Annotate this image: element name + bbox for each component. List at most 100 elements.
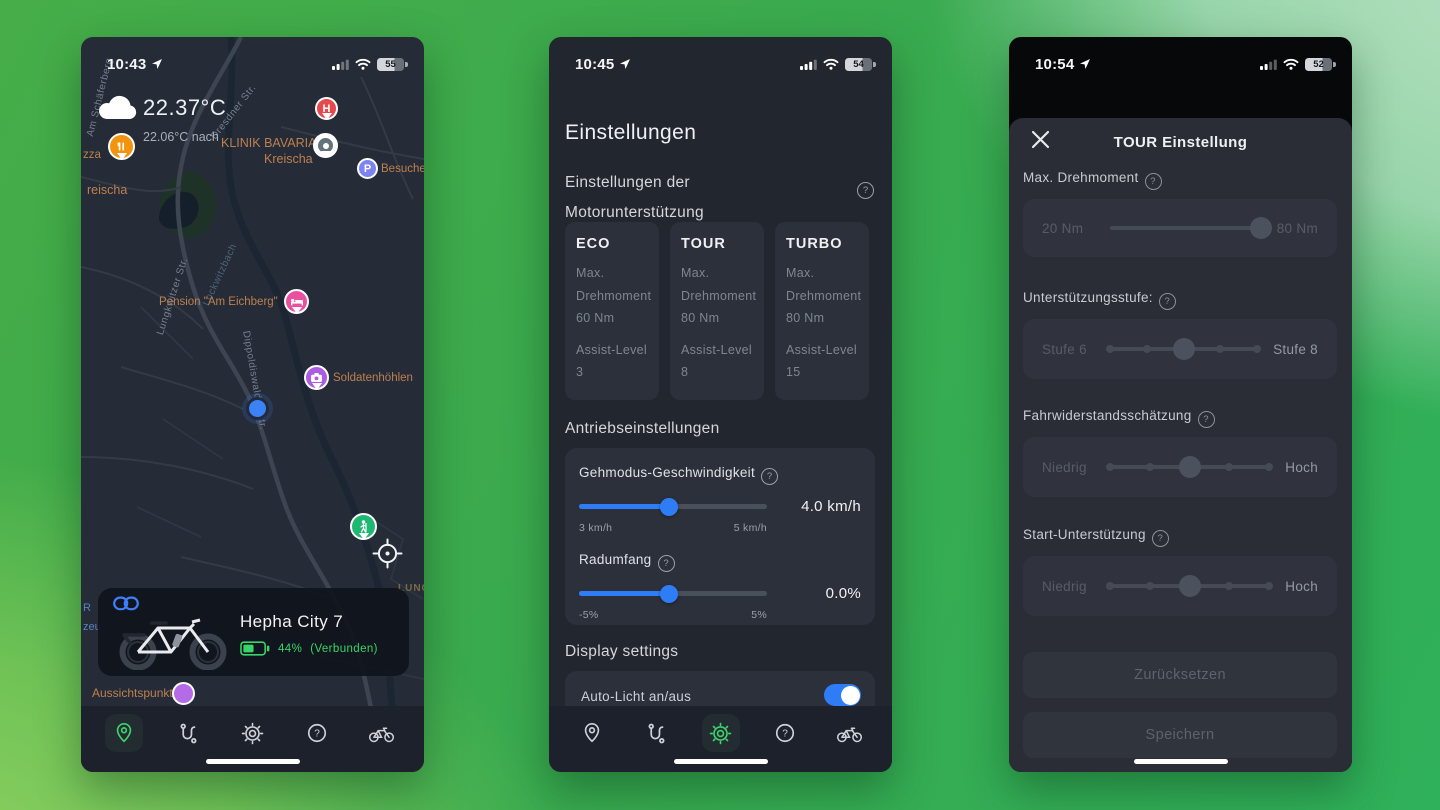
resistance-slider-card: Niedrig Hoch [1023, 437, 1337, 497]
resistance-min-label: Niedrig [1042, 459, 1087, 475]
torque-slider[interactable] [1110, 217, 1272, 239]
nav-bike-tab[interactable] [362, 714, 400, 752]
start-assist-slider[interactable] [1106, 575, 1274, 597]
signal-icon [332, 59, 349, 70]
close-icon [1031, 130, 1050, 149]
location-arrow-icon [1080, 59, 1091, 69]
home-indicator[interactable] [673, 759, 768, 764]
nav-bike-tab[interactable] [830, 714, 868, 752]
forecast-temperature: 22.06°C nach [143, 130, 219, 144]
viewpoint-marker[interactable] [172, 682, 195, 705]
nav-routes-tab[interactable] [637, 714, 675, 752]
clock: 10:43 [107, 55, 147, 73]
wifi-icon [355, 58, 371, 70]
start-assist-slider-card: Niedrig Hoch [1023, 556, 1337, 616]
hiking-marker[interactable] [350, 513, 377, 540]
poi-label-fragment: R [83, 602, 91, 614]
resistance-slider[interactable] [1106, 456, 1274, 478]
phone-settings-screen: 10:45 54 Einstellungen Einstellungen der… [549, 37, 892, 772]
svg-text:?: ? [782, 729, 788, 740]
torque-slider-thumb[interactable] [1249, 217, 1272, 239]
user-location-dot [246, 397, 269, 420]
mode-card-eco[interactable]: ECO Max. Drehmoment 60 Nm Assist-Level 3 [565, 222, 659, 400]
bike-card[interactable]: Hepha City 7 44% (Verbunden) [98, 588, 409, 676]
nav-routes-tab[interactable] [169, 714, 207, 752]
nav-help-tab[interactable]: ? [766, 714, 804, 752]
tour-settings-sheet: TOUR Einstellung Max. Drehmoment 20 Nm 8… [1009, 118, 1352, 772]
start-assist-min-label: Niedrig [1042, 578, 1087, 594]
gear-icon [241, 722, 264, 744]
assist-level-slider[interactable] [1106, 338, 1262, 360]
clinic-marker[interactable] [313, 133, 338, 158]
locate-button[interactable] [372, 538, 403, 574]
drive-section-title: Antriebseinstellungen [565, 420, 720, 437]
walk-speed-slider[interactable] [579, 497, 767, 516]
nav-help-tab[interactable]: ? [298, 714, 336, 752]
walk-mode-help-icon[interactable] [761, 468, 779, 485]
reset-button[interactable]: Zurücksetzen [1023, 652, 1337, 698]
lodging-marker[interactable] [284, 289, 309, 314]
torque-help-icon[interactable] [1144, 173, 1162, 190]
signal-icon [800, 59, 817, 70]
start-assist-help-icon[interactable] [1151, 530, 1169, 547]
mode-card-turbo[interactable]: TURBO Max. Drehmoment 80 Nm Assist-Level 15 [775, 222, 869, 400]
nav-map-tab[interactable] [105, 714, 143, 752]
status-bar: 10:45 54 [549, 37, 892, 79]
drive-mode-cards: ECO Max. Drehmoment 60 Nm Assist-Level 3 TO… [565, 222, 869, 400]
assist-level-label: Unterstützungsstufe: [1023, 290, 1153, 305]
wheel-size-help-icon[interactable] [657, 555, 675, 572]
mode-name: TOUR [681, 236, 726, 252]
wheel-size-slider[interactable] [579, 584, 767, 603]
wheel-size-max: 5% [751, 609, 767, 621]
weather-widget: 22.37°C 22.06°C nach [97, 93, 226, 144]
save-button[interactable]: Speichern [1023, 712, 1337, 758]
assist-level-help-icon[interactable] [1158, 293, 1176, 310]
bike-icon [368, 727, 394, 742]
help-icon: ? [775, 723, 794, 743]
bike-battery-icon [240, 641, 270, 656]
hospital-marker-letter: H [322, 102, 331, 115]
display-settings-card: Auto-Licht an/aus [565, 671, 875, 706]
home-indicator[interactable] [1133, 759, 1228, 764]
wheel-size-label: Radumfang [579, 552, 652, 567]
attraction-marker[interactable] [304, 365, 329, 390]
start-assist-slider-thumb[interactable] [1178, 575, 1201, 597]
torque-slider-card: 20 Nm 80 Nm [1023, 199, 1337, 257]
motor-section-help-icon[interactable] [857, 182, 874, 199]
bike-image [119, 618, 227, 670]
resistance-help-icon[interactable] [1197, 411, 1215, 428]
hospital-marker[interactable]: H [315, 97, 338, 120]
battery-icon: 54 [845, 57, 876, 71]
walk-speed-slider-thumb[interactable] [660, 497, 679, 516]
link-icon [113, 596, 139, 611]
resistance-slider-thumb[interactable] [1178, 456, 1201, 478]
auto-light-label: Auto-Licht an/aus [581, 689, 692, 704]
current-temperature: 22.37°C [143, 95, 227, 120]
mode-card-tour[interactable]: TOUR Max. Drehmoment 80 Nm Assist-Level 8 [670, 222, 764, 400]
parking-marker[interactable]: P [357, 158, 378, 179]
restaurant-marker[interactable] [108, 133, 135, 160]
bottom-navigation: ? [549, 706, 892, 772]
poi-label-soldatenhoehlen: Soldatenhöhlen [333, 372, 413, 384]
status-bar: 10:54 52 [1009, 37, 1352, 79]
torque-label: Max. Drehmoment [1023, 170, 1139, 185]
close-button[interactable] [1031, 130, 1050, 154]
auto-light-toggle[interactable] [824, 684, 861, 706]
home-indicator[interactable] [205, 759, 300, 764]
route-icon [648, 723, 665, 743]
wheel-size-slider-thumb[interactable] [660, 584, 679, 603]
drive-settings-card: Gehmodus-Geschwindigkeit 4.0 km/h 3 km/h… [565, 448, 875, 625]
wifi-icon [1283, 58, 1299, 70]
poi-label-besucher: Besuche [381, 163, 424, 175]
nav-settings-tab[interactable] [234, 714, 272, 752]
assist-level-slider-thumb[interactable] [1172, 338, 1195, 360]
crosshair-icon [372, 538, 403, 569]
region-label-lungkwitz: LUNGKWI [398, 583, 424, 594]
nav-map-tab[interactable] [573, 714, 611, 752]
nav-settings-tab[interactable] [701, 714, 740, 752]
phone-tour-settings-modal: 10:54 52 TOUR Einstellung Max. Drehmomen… [1009, 37, 1352, 772]
battery-icon: 55 [377, 57, 408, 71]
display-section-title: Display settings [565, 643, 679, 660]
walk-mode-label: Gehmodus-Geschwindigkeit [579, 465, 756, 480]
